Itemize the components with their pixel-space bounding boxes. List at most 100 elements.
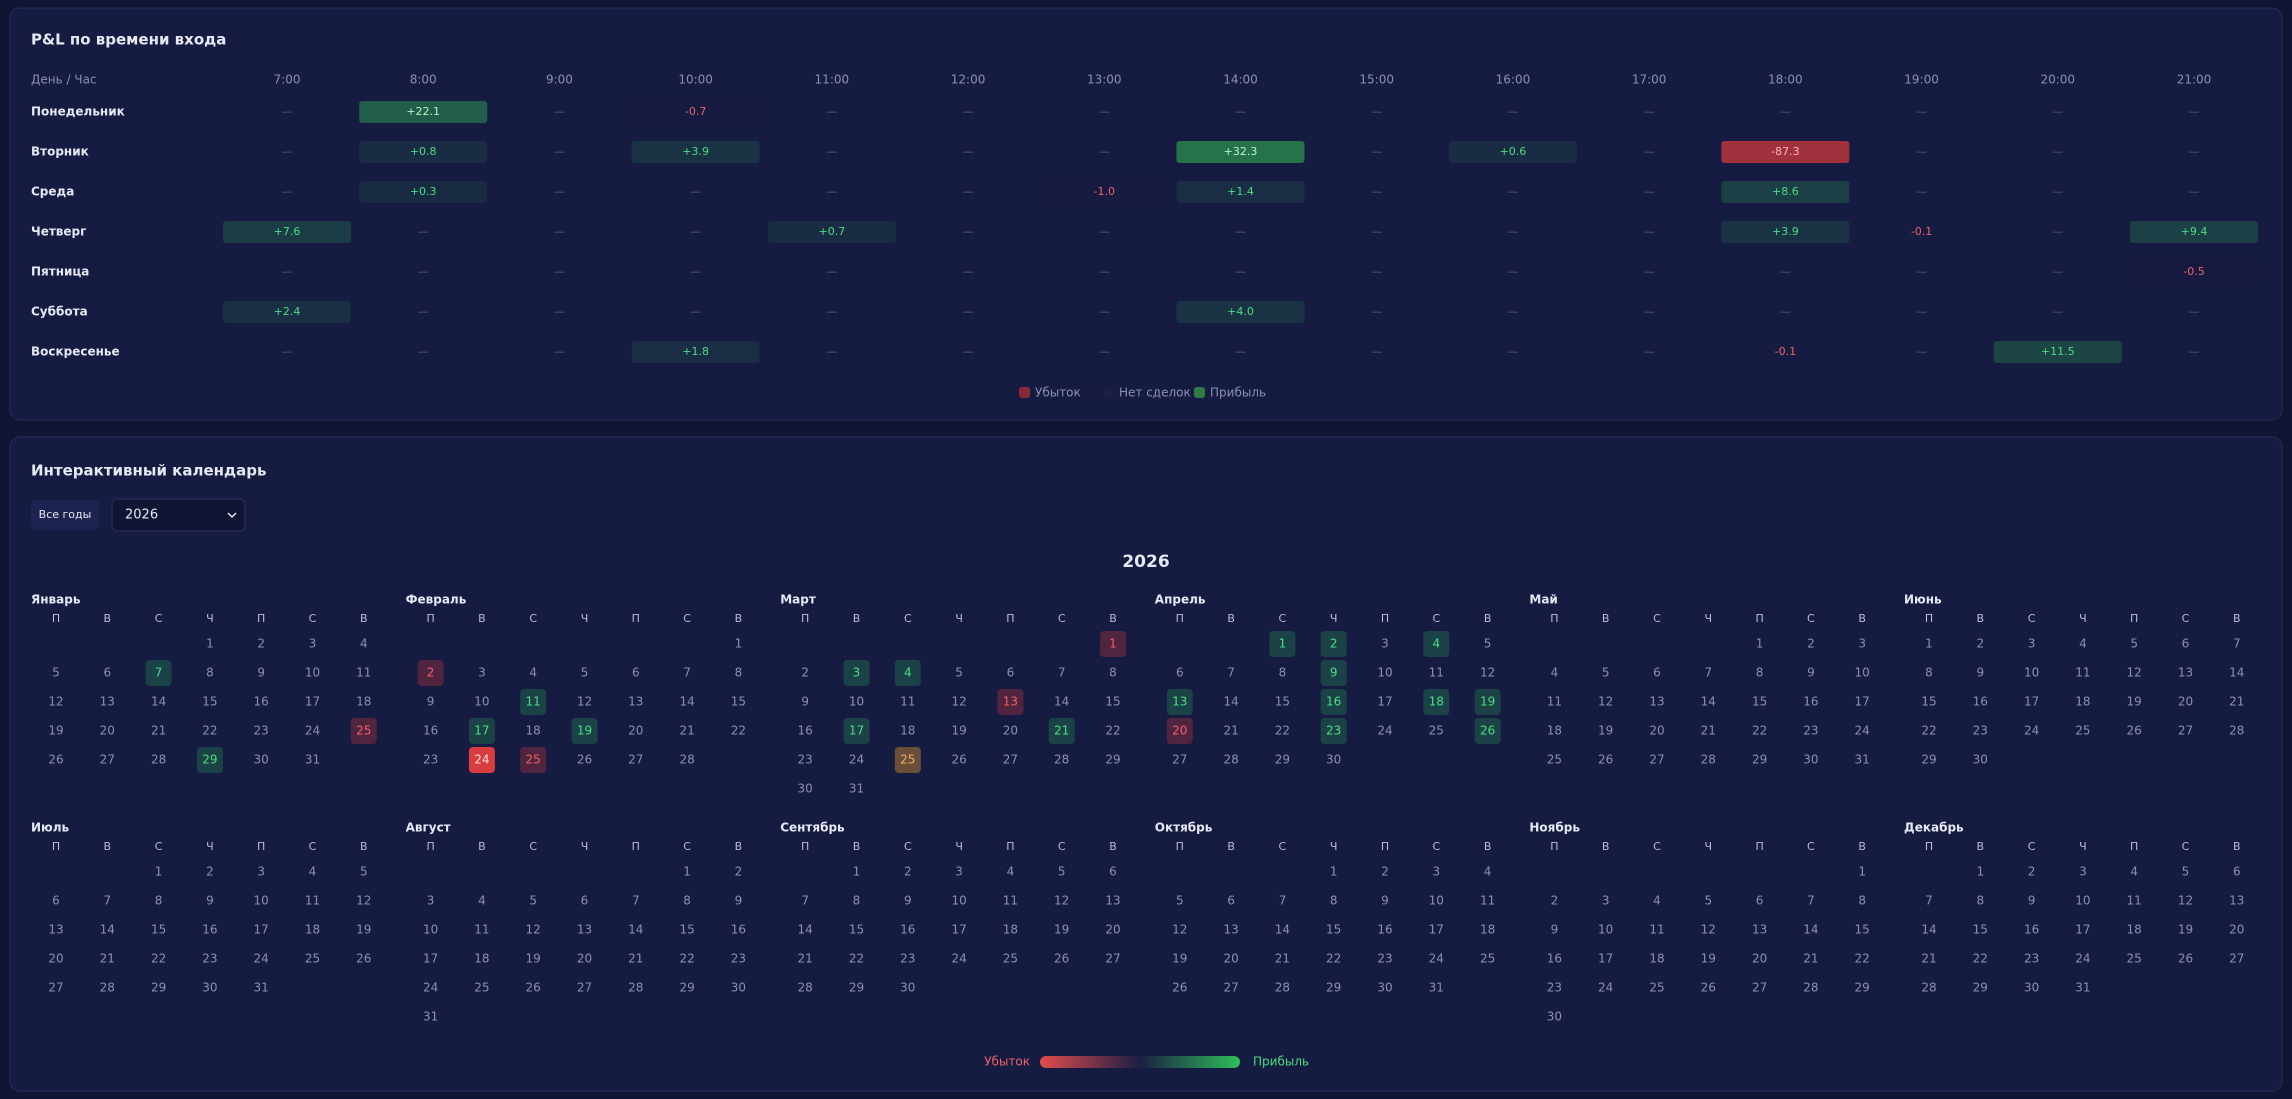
pnl-value: — bbox=[418, 305, 429, 318]
pnl-cell[interactable] bbox=[2130, 221, 2258, 243]
day: 22 bbox=[1973, 952, 1988, 966]
day: 9 bbox=[427, 695, 435, 709]
pnl-cell[interactable] bbox=[223, 221, 351, 243]
weekday: П bbox=[1006, 612, 1014, 625]
day: 22 bbox=[1855, 952, 1870, 966]
day-highlight[interactable] bbox=[145, 660, 172, 686]
day: 21 bbox=[1701, 724, 1716, 738]
day-highlight[interactable] bbox=[843, 660, 870, 686]
weekday: В bbox=[2233, 840, 2241, 853]
weekday: С bbox=[904, 612, 912, 625]
legend-swatch bbox=[1103, 387, 1114, 398]
pnl-cell[interactable] bbox=[359, 141, 488, 163]
day: 16 bbox=[1547, 952, 1562, 966]
day-highlight[interactable] bbox=[1320, 631, 1347, 657]
pnl-cell[interactable] bbox=[1176, 141, 1305, 163]
weekday: В bbox=[1227, 612, 1235, 625]
pnl-cell[interactable] bbox=[1993, 341, 2122, 363]
weekday: Ч bbox=[206, 612, 214, 625]
weekday: В bbox=[1484, 612, 1492, 625]
day: 20 bbox=[1649, 724, 1664, 738]
day-highlight[interactable] bbox=[1474, 718, 1501, 744]
day-highlight[interactable] bbox=[1423, 631, 1450, 657]
day: 27 bbox=[1752, 981, 1767, 995]
day-highlight[interactable] bbox=[1474, 689, 1501, 715]
day: 24 bbox=[1598, 981, 1613, 995]
day: 17 bbox=[423, 952, 438, 966]
pnl-value: — bbox=[1780, 265, 1791, 278]
day-highlight[interactable] bbox=[894, 747, 921, 773]
day-highlight[interactable] bbox=[350, 718, 377, 744]
pnl-value: — bbox=[554, 185, 565, 198]
weekday: С bbox=[1279, 612, 1287, 625]
day: 24 bbox=[305, 724, 320, 738]
day-highlight[interactable] bbox=[1320, 718, 1347, 744]
pnl-value: +8.6 bbox=[1772, 185, 1799, 198]
day-highlight[interactable] bbox=[1048, 718, 1075, 744]
pnl-value: — bbox=[1644, 305, 1655, 318]
pnl-cell[interactable] bbox=[1721, 181, 1850, 203]
pnl-cell[interactable] bbox=[631, 141, 760, 163]
pnl-cell[interactable] bbox=[1721, 141, 1850, 163]
day-highlight[interactable] bbox=[468, 747, 495, 773]
pnl-cell[interactable] bbox=[767, 221, 896, 243]
day-highlight[interactable] bbox=[843, 718, 870, 744]
day-highlight[interactable] bbox=[571, 718, 598, 744]
day: 16 bbox=[1377, 923, 1392, 937]
pnl-value: +0.6 bbox=[1500, 145, 1527, 158]
day: 16 bbox=[202, 923, 217, 937]
weekday: В bbox=[1109, 612, 1117, 625]
weekday: В bbox=[2233, 612, 2241, 625]
day: 19 bbox=[526, 952, 541, 966]
day: 9 bbox=[1330, 666, 1338, 680]
day-highlight[interactable] bbox=[520, 747, 547, 773]
day-highlight[interactable] bbox=[520, 689, 547, 715]
day: 11 bbox=[1480, 894, 1495, 908]
pnl-cell[interactable] bbox=[1721, 221, 1850, 243]
day-highlight[interactable] bbox=[1320, 660, 1347, 686]
day-highlight[interactable] bbox=[1320, 689, 1347, 715]
day: 15 bbox=[679, 923, 694, 937]
day-highlight[interactable] bbox=[468, 718, 495, 744]
day: 17 bbox=[2024, 695, 2039, 709]
year-select[interactable] bbox=[111, 498, 246, 532]
day: 26 bbox=[356, 952, 371, 966]
weekday: В bbox=[1602, 840, 1610, 853]
day-highlight[interactable] bbox=[1269, 631, 1296, 657]
day-highlight[interactable] bbox=[196, 747, 223, 773]
pnl-value: — bbox=[1780, 305, 1791, 318]
day: 5 bbox=[1058, 865, 1066, 879]
day: 31 bbox=[1855, 753, 1870, 767]
all-years-button[interactable] bbox=[31, 500, 99, 530]
pnl-cell[interactable] bbox=[1448, 141, 1577, 163]
day: 2 bbox=[1807, 637, 1815, 651]
day: 14 bbox=[1275, 923, 1290, 937]
pnl-cell[interactable] bbox=[223, 301, 351, 323]
day: 26 bbox=[1480, 724, 1495, 738]
pnl-cell[interactable] bbox=[1176, 301, 1305, 323]
day: 24 bbox=[2075, 952, 2090, 966]
weekday: В bbox=[360, 840, 368, 853]
day-highlight[interactable] bbox=[417, 660, 444, 686]
weekday: С bbox=[309, 612, 317, 625]
pnl-cell[interactable] bbox=[359, 101, 488, 123]
pnl-value: — bbox=[1507, 305, 1518, 318]
pnl-value: +22.1 bbox=[406, 105, 440, 118]
weekday: С bbox=[2182, 840, 2190, 853]
day-highlight[interactable] bbox=[1100, 631, 1126, 657]
day: 29 bbox=[1973, 981, 1988, 995]
legend-swatch bbox=[1194, 387, 1205, 398]
day-highlight[interactable] bbox=[997, 689, 1024, 715]
day: 19 bbox=[1054, 923, 1069, 937]
pnl-cell[interactable] bbox=[1176, 181, 1305, 203]
pnl-cell[interactable] bbox=[631, 341, 760, 363]
pnl-cell[interactable] bbox=[359, 181, 488, 203]
day-highlight[interactable] bbox=[894, 660, 921, 686]
day-highlight[interactable] bbox=[1423, 689, 1450, 715]
day-highlight[interactable] bbox=[1166, 689, 1193, 715]
pnl-value: — bbox=[1235, 225, 1246, 238]
pnl-value: — bbox=[963, 265, 974, 278]
day-highlight[interactable] bbox=[1166, 718, 1193, 744]
weekday: С bbox=[1653, 612, 1661, 625]
day: 4 bbox=[529, 666, 537, 680]
